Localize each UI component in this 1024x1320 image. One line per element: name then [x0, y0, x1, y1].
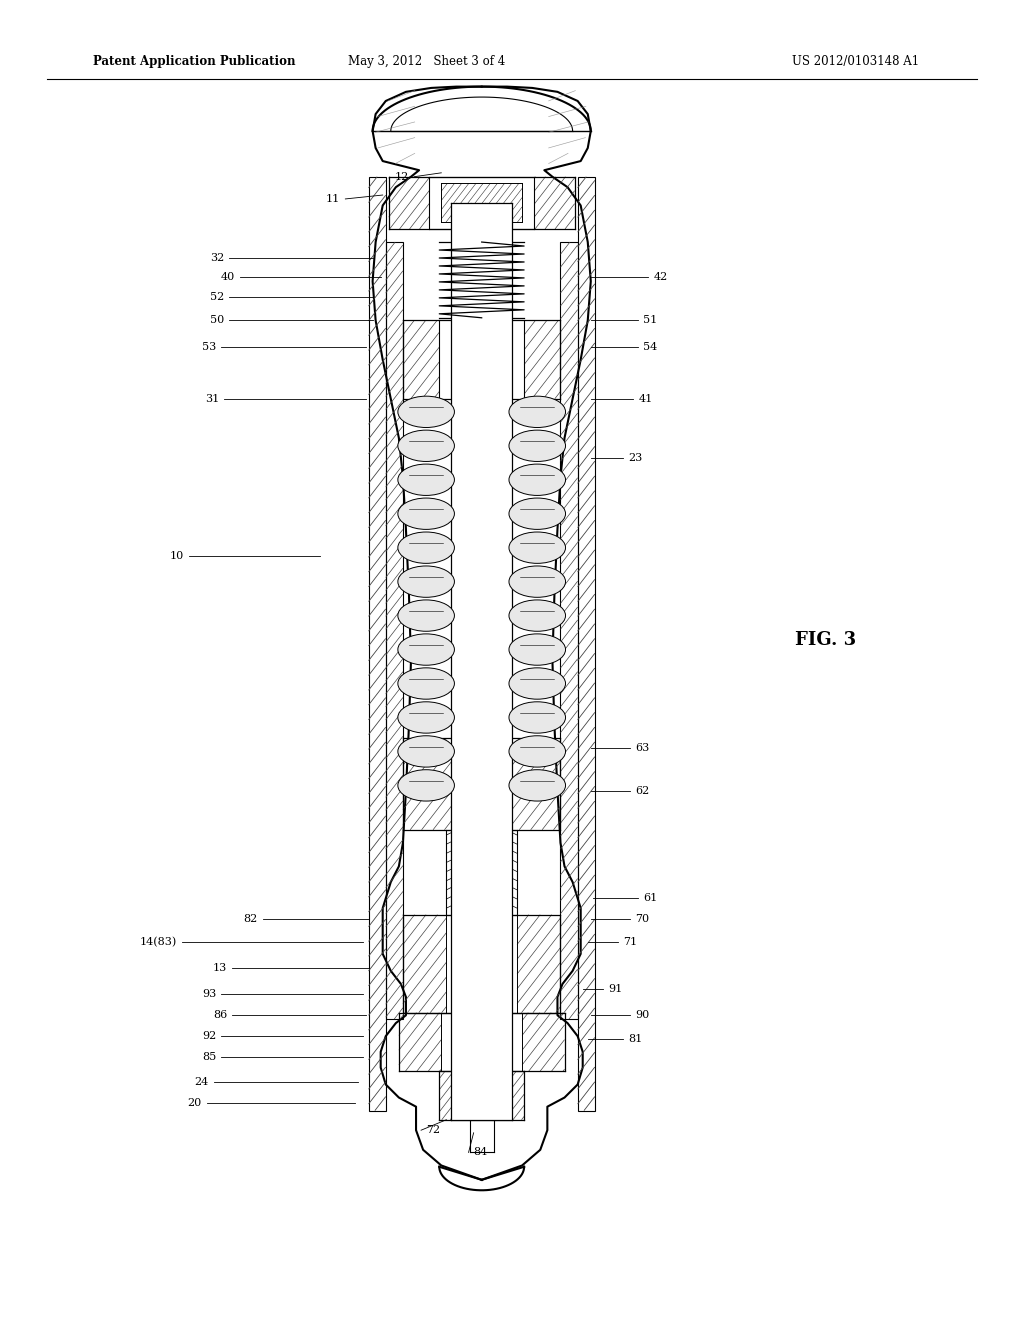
- Ellipse shape: [509, 702, 565, 733]
- Text: 51: 51: [643, 315, 657, 326]
- Text: 12: 12: [394, 172, 409, 182]
- Text: May 3, 2012   Sheet 3 of 4: May 3, 2012 Sheet 3 of 4: [347, 55, 505, 69]
- Bar: [560, 242, 578, 1019]
- Text: 90: 90: [635, 1010, 649, 1020]
- Ellipse shape: [509, 770, 565, 801]
- Ellipse shape: [509, 735, 565, 767]
- Ellipse shape: [509, 634, 565, 665]
- Text: 32: 32: [210, 252, 224, 263]
- Text: 11: 11: [326, 194, 340, 205]
- Text: 52: 52: [210, 292, 224, 302]
- Text: 93: 93: [202, 990, 216, 999]
- Text: 61: 61: [643, 892, 657, 903]
- Text: 42: 42: [653, 272, 668, 282]
- Text: 71: 71: [624, 937, 637, 948]
- Ellipse shape: [509, 532, 565, 564]
- Ellipse shape: [398, 465, 455, 495]
- Text: FIG. 3: FIG. 3: [795, 631, 856, 649]
- Text: 92: 92: [202, 1031, 216, 1041]
- Text: 54: 54: [643, 342, 657, 351]
- Text: 41: 41: [638, 393, 652, 404]
- Bar: [369, 177, 386, 1110]
- Ellipse shape: [398, 599, 455, 631]
- Text: 70: 70: [635, 913, 649, 924]
- Text: 86: 86: [213, 1010, 227, 1020]
- Ellipse shape: [509, 599, 565, 631]
- Text: 82: 82: [244, 913, 257, 924]
- Ellipse shape: [398, 498, 455, 529]
- Ellipse shape: [398, 532, 455, 564]
- Text: 63: 63: [635, 743, 649, 752]
- Ellipse shape: [398, 634, 455, 665]
- Text: 31: 31: [205, 393, 219, 404]
- Text: US 2012/0103148 A1: US 2012/0103148 A1: [792, 55, 919, 69]
- Text: Patent Application Publication: Patent Application Publication: [93, 55, 295, 69]
- Text: 85: 85: [202, 1052, 216, 1063]
- Ellipse shape: [398, 396, 455, 428]
- Text: 81: 81: [628, 1034, 642, 1044]
- Ellipse shape: [509, 668, 565, 700]
- Ellipse shape: [398, 566, 455, 598]
- Ellipse shape: [398, 735, 455, 767]
- Text: 13: 13: [213, 964, 227, 973]
- Ellipse shape: [509, 498, 565, 529]
- Text: 91: 91: [608, 985, 623, 994]
- Text: 62: 62: [635, 785, 649, 796]
- Ellipse shape: [509, 566, 565, 598]
- Bar: [386, 242, 402, 1019]
- Text: 20: 20: [187, 1098, 202, 1107]
- Ellipse shape: [398, 702, 455, 733]
- Bar: [452, 203, 512, 1119]
- Ellipse shape: [398, 668, 455, 700]
- Ellipse shape: [509, 430, 565, 462]
- Text: 53: 53: [202, 342, 216, 351]
- Ellipse shape: [398, 430, 455, 462]
- Text: 84: 84: [474, 1147, 487, 1158]
- Text: 24: 24: [195, 1077, 209, 1086]
- Text: 23: 23: [628, 453, 642, 462]
- Ellipse shape: [398, 770, 455, 801]
- Text: 50: 50: [210, 315, 224, 326]
- Text: 40: 40: [221, 272, 236, 282]
- Ellipse shape: [509, 396, 565, 428]
- Text: 10: 10: [169, 550, 183, 561]
- Text: 72: 72: [426, 1125, 440, 1135]
- Bar: [578, 177, 595, 1110]
- Ellipse shape: [509, 465, 565, 495]
- Text: 14(83): 14(83): [139, 937, 177, 948]
